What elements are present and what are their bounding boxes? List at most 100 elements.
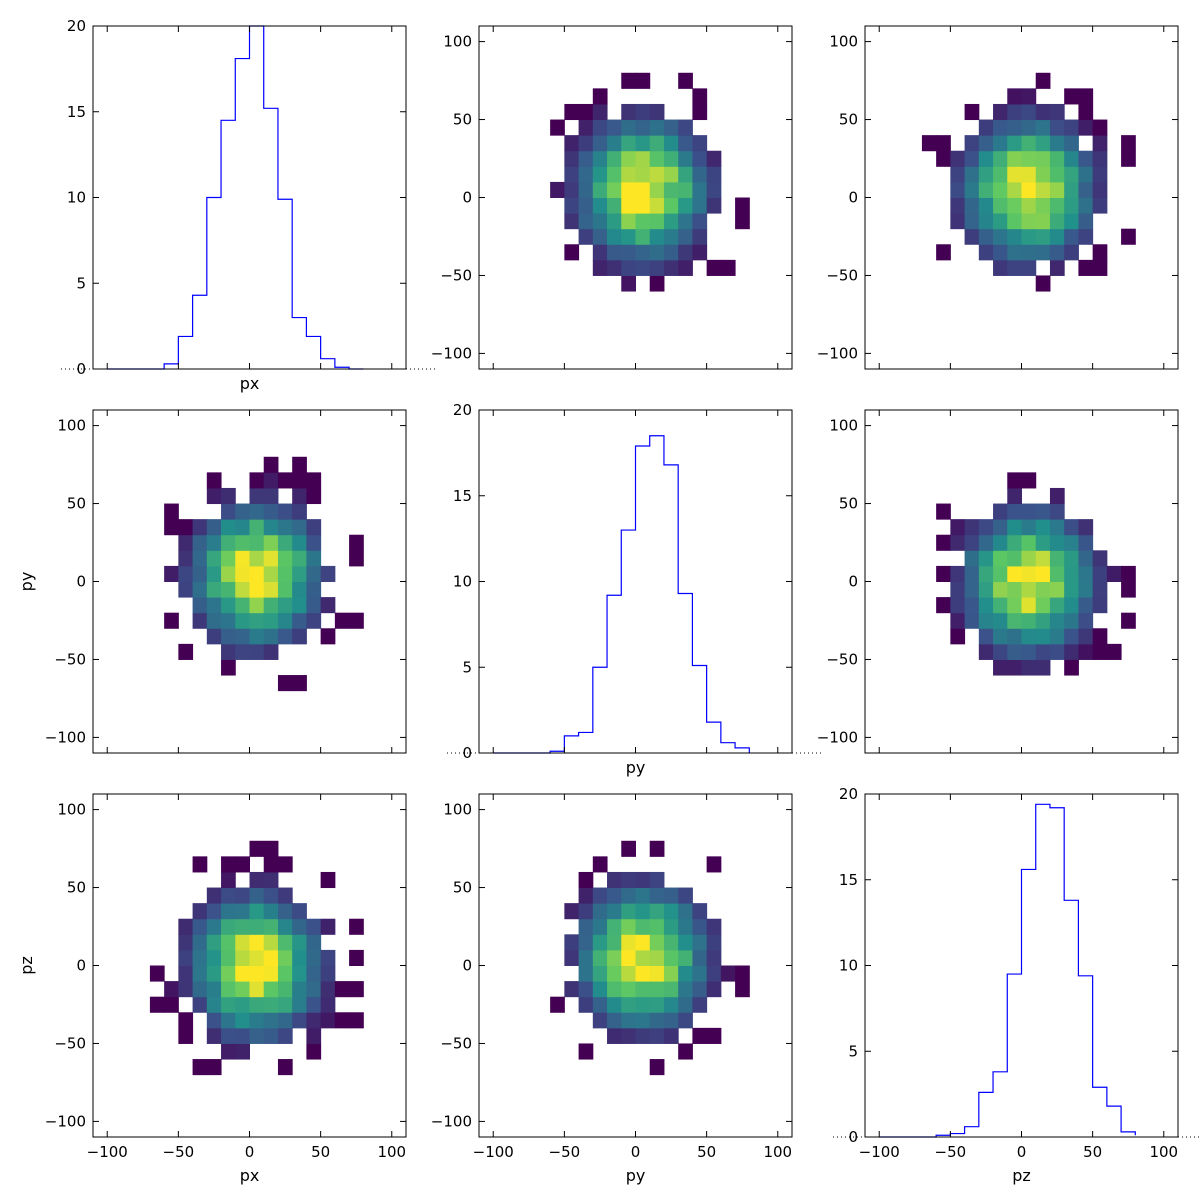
density-bin xyxy=(964,519,980,536)
density-bin xyxy=(592,135,608,152)
density-bin xyxy=(578,181,594,198)
density-bin xyxy=(678,135,693,152)
density-bin xyxy=(564,181,580,198)
density-bin xyxy=(678,166,693,183)
density-bin xyxy=(1064,135,1079,152)
hist-ytick-label: 20 xyxy=(453,401,472,419)
density-bin xyxy=(235,949,250,966)
density-bin xyxy=(950,581,966,598)
ytick-label: 100 xyxy=(829,33,858,51)
hist-ytick-label: 10 xyxy=(839,957,858,975)
density-bin xyxy=(635,1012,651,1029)
density-bin xyxy=(663,259,679,276)
density-bin xyxy=(678,887,693,904)
xlabel-py: py xyxy=(626,758,646,777)
ytick-label: −50 xyxy=(54,650,86,668)
density-bin xyxy=(235,887,250,904)
density-bin xyxy=(263,628,279,645)
density-bin xyxy=(1064,119,1079,136)
density-bin xyxy=(964,197,980,214)
density-bin xyxy=(1007,103,1022,121)
density-bin xyxy=(1078,550,1094,567)
density-bin xyxy=(592,259,608,276)
density-bin xyxy=(993,181,1008,198)
density-bin xyxy=(692,903,708,920)
density-bin xyxy=(993,119,1008,136)
density-bin xyxy=(164,612,179,629)
ytick-label: 50 xyxy=(453,111,472,129)
density-bin xyxy=(964,228,980,245)
density-bin xyxy=(206,903,222,920)
density-bin xyxy=(1078,597,1094,614)
density-bin xyxy=(306,597,322,614)
density-bin xyxy=(306,981,322,998)
ytick-label: 50 xyxy=(839,495,858,513)
density-bin xyxy=(607,965,622,982)
density-bin xyxy=(978,213,994,230)
ytick-label: 0 xyxy=(76,957,86,975)
density-bin xyxy=(192,934,208,951)
density-bin xyxy=(649,135,665,152)
density-bin xyxy=(1049,119,1065,136)
density-bin xyxy=(221,965,236,982)
density-bin xyxy=(1007,472,1022,489)
density-bin xyxy=(607,871,622,889)
density-bin xyxy=(621,996,636,1013)
density-bin xyxy=(1035,503,1051,520)
histogram-line-py xyxy=(493,435,750,754)
density-bin xyxy=(663,996,679,1013)
density-bin xyxy=(1021,534,1037,551)
density-bin xyxy=(206,965,222,982)
density-bin xyxy=(235,534,250,551)
density-bin xyxy=(663,228,679,245)
density-bin xyxy=(1035,103,1051,121)
density-bin xyxy=(964,150,980,167)
density-bin xyxy=(1121,581,1136,598)
xtick-label: 0 xyxy=(1017,1143,1027,1161)
xtick-label: −50 xyxy=(163,1143,195,1161)
density-bin xyxy=(263,581,279,598)
density-bin xyxy=(607,228,622,245)
density-bin xyxy=(978,643,994,660)
density-bin xyxy=(292,675,307,692)
xlabel-px: px xyxy=(240,374,260,393)
density-bin xyxy=(706,150,722,167)
density-bin xyxy=(1007,119,1022,136)
density-bin xyxy=(235,565,250,582)
density-bin xyxy=(578,1043,594,1060)
density-bin xyxy=(1049,213,1065,230)
density-bin xyxy=(678,72,693,89)
axes-frame xyxy=(478,25,793,370)
density-bin xyxy=(635,996,651,1013)
density-bin xyxy=(578,119,594,136)
density-bin xyxy=(263,871,279,889)
density-bin xyxy=(663,903,679,920)
density-bin xyxy=(635,981,651,998)
density-bin xyxy=(635,887,651,904)
density-bin xyxy=(649,840,665,857)
density-bin xyxy=(277,550,293,567)
density-bin xyxy=(564,166,580,183)
density-bin xyxy=(1035,550,1051,567)
density-bin xyxy=(292,597,307,614)
density-bin xyxy=(1035,72,1051,89)
density-bin xyxy=(550,119,565,136)
density-bin xyxy=(192,565,208,582)
density-bin xyxy=(192,534,208,551)
density-bin xyxy=(1007,597,1022,614)
density-bin xyxy=(649,213,665,230)
density-bin xyxy=(592,996,608,1013)
density-bin xyxy=(320,996,336,1013)
density-bin xyxy=(692,228,708,245)
density-bin xyxy=(149,965,165,982)
density-bin xyxy=(607,119,622,136)
density-bin xyxy=(1078,150,1094,167)
density-bin xyxy=(221,503,236,520)
density-bin xyxy=(192,981,208,998)
histogram-line-pz xyxy=(879,803,1136,1138)
density-bin xyxy=(292,965,307,982)
density-bin xyxy=(1092,565,1108,582)
density-bin xyxy=(1007,659,1022,676)
density-bin xyxy=(249,612,265,629)
density-bin xyxy=(678,949,693,966)
